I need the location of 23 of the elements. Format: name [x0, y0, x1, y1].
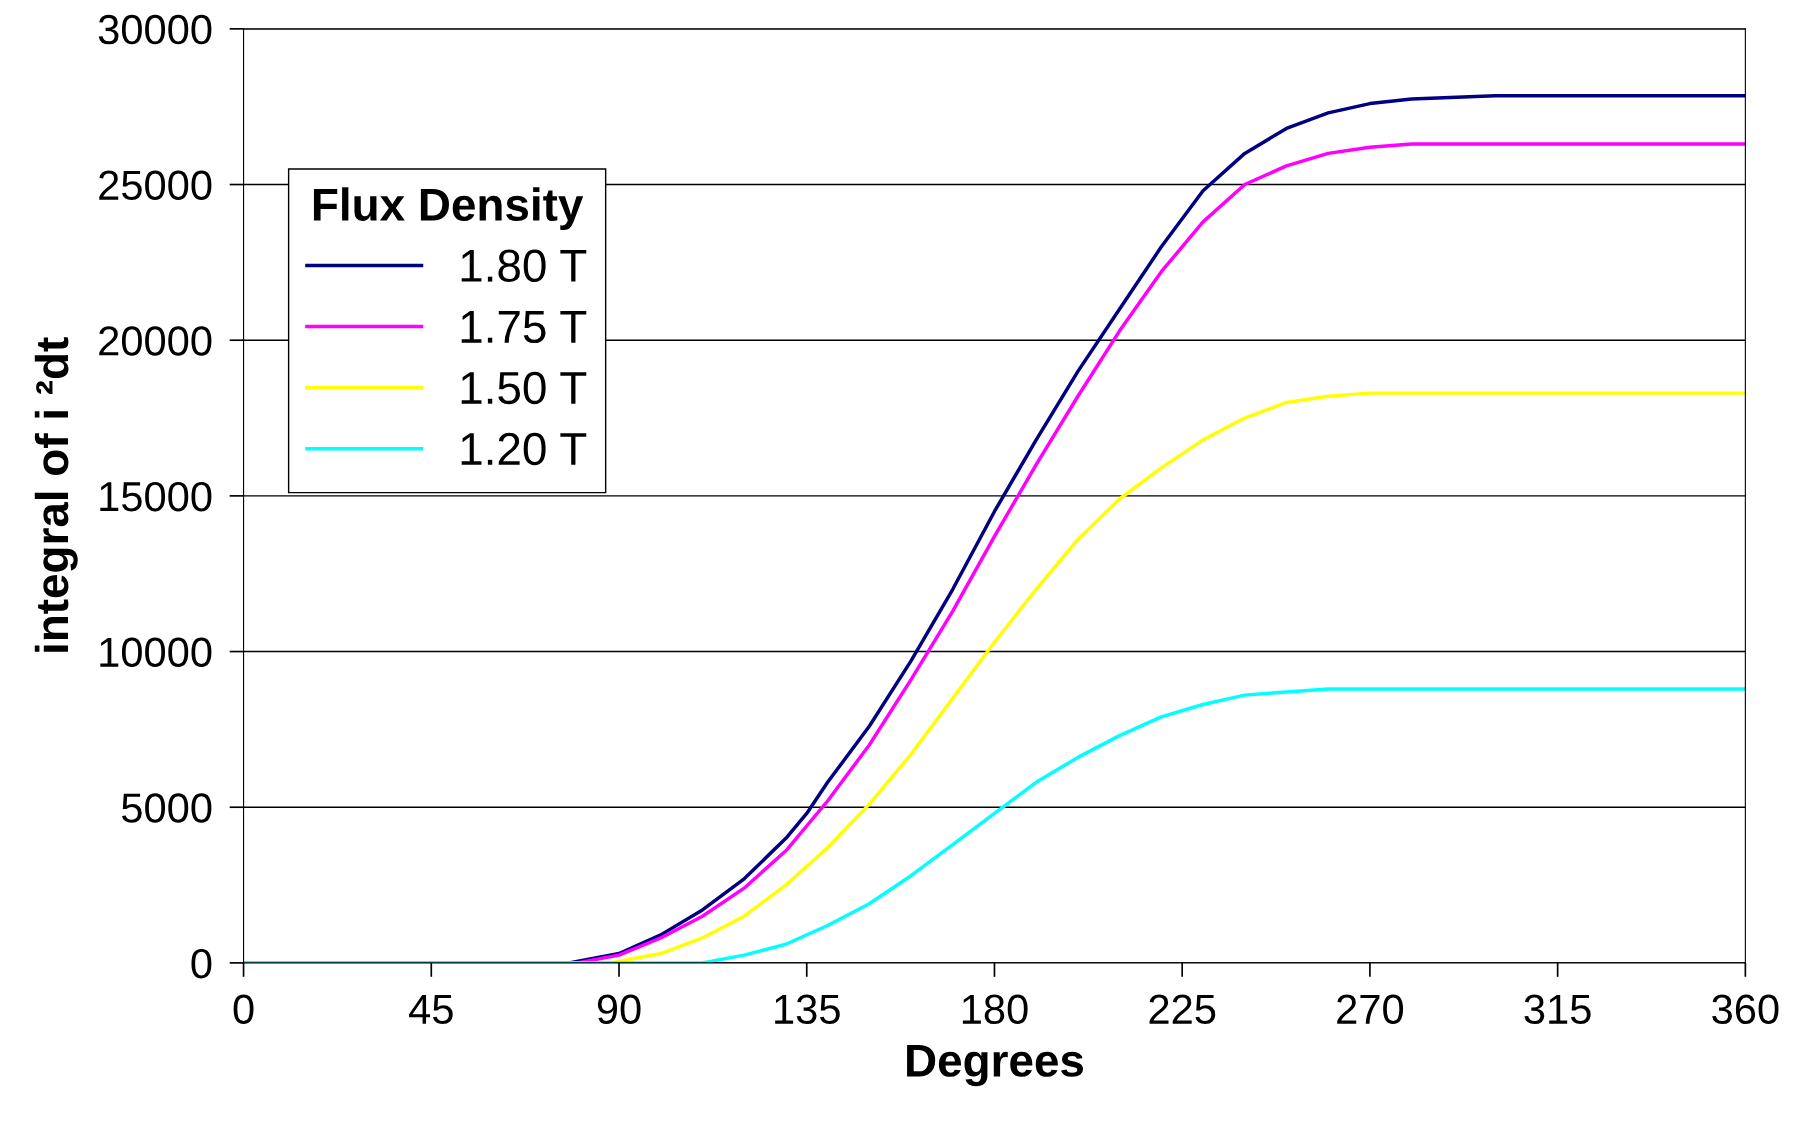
y-tick-label: 15000 [100, 481, 212, 512]
legend-label: 1.50 T [461, 371, 587, 405]
y-tick-label: 10000 [100, 637, 212, 668]
x-tick-label: 180 [962, 994, 1028, 1025]
x-tick-label: 360 [1712, 994, 1779, 1025]
y-tick-label: 5000 [121, 793, 212, 823]
y-tick-label: 30000 [98, 14, 212, 45]
y-tick-label: 25000 [99, 170, 212, 201]
y-tick-label: 0 [191, 948, 212, 979]
x-tick-label: 225 [1149, 994, 1216, 1025]
y-tick-label: 20000 [99, 326, 212, 356]
legend-label: 1.80 T [461, 249, 587, 283]
legend-label: 1.20 T [461, 432, 587, 466]
x-tick-label: 135 [775, 994, 840, 1025]
legend-label: 1.75 T [461, 311, 587, 344]
x-axis-title: Degrees [907, 1044, 1084, 1087]
x-tick-label: 90 [597, 994, 641, 1025]
x-tick-label: 270 [1337, 994, 1404, 1025]
x-tick-label: 0 [233, 994, 254, 1025]
x-tick-label: 315 [1524, 994, 1591, 1025]
legend-title: Flux Density [313, 187, 584, 231]
y-axis-title: integral of i ²dt [34, 337, 78, 652]
x-tick-label: 45 [409, 994, 453, 1025]
